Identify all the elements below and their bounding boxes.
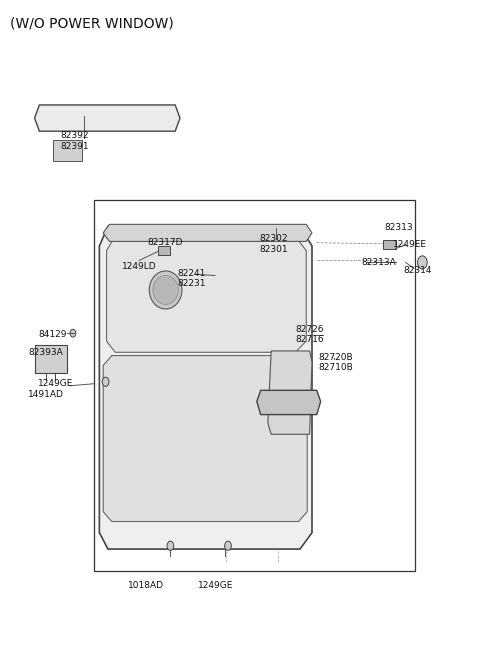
- Circle shape: [102, 377, 109, 386]
- Text: 1249EE: 1249EE: [394, 240, 427, 249]
- Text: 82241
82231: 82241 82231: [178, 269, 206, 289]
- Text: 82317D: 82317D: [148, 238, 183, 247]
- Text: 82314: 82314: [403, 266, 432, 275]
- Polygon shape: [99, 226, 312, 549]
- Bar: [94, 200, 415, 571]
- Text: (W/O POWER WINDOW): (W/O POWER WINDOW): [10, 16, 173, 30]
- Text: 82313A: 82313A: [362, 258, 396, 267]
- Text: 1249LD: 1249LD: [122, 262, 156, 272]
- Ellipse shape: [153, 276, 179, 304]
- Circle shape: [225, 541, 231, 550]
- Circle shape: [70, 329, 76, 337]
- Bar: [53, 140, 82, 161]
- Text: 82302
82301: 82302 82301: [259, 234, 288, 254]
- Bar: [35, 345, 67, 373]
- Text: 1249GE: 1249GE: [37, 379, 73, 388]
- Ellipse shape: [149, 271, 182, 309]
- Circle shape: [167, 541, 174, 550]
- Text: 84129: 84129: [38, 330, 67, 339]
- Polygon shape: [257, 390, 321, 415]
- Polygon shape: [35, 105, 180, 131]
- Circle shape: [418, 256, 427, 269]
- Polygon shape: [103, 356, 307, 522]
- Text: 82726
82716: 82726 82716: [295, 325, 324, 344]
- Text: 1249GE: 1249GE: [198, 581, 234, 590]
- Polygon shape: [268, 351, 312, 434]
- Bar: [158, 246, 170, 255]
- Text: 82392
82391: 82392 82391: [60, 131, 89, 151]
- Text: 1491AD: 1491AD: [28, 390, 63, 400]
- Polygon shape: [107, 236, 306, 352]
- Text: 82393A: 82393A: [28, 348, 63, 357]
- Polygon shape: [103, 224, 312, 241]
- Text: 82313: 82313: [384, 223, 413, 232]
- Text: 82720B
82710B: 82720B 82710B: [319, 353, 353, 373]
- Text: 1018AD: 1018AD: [129, 581, 164, 590]
- Bar: [383, 240, 396, 249]
